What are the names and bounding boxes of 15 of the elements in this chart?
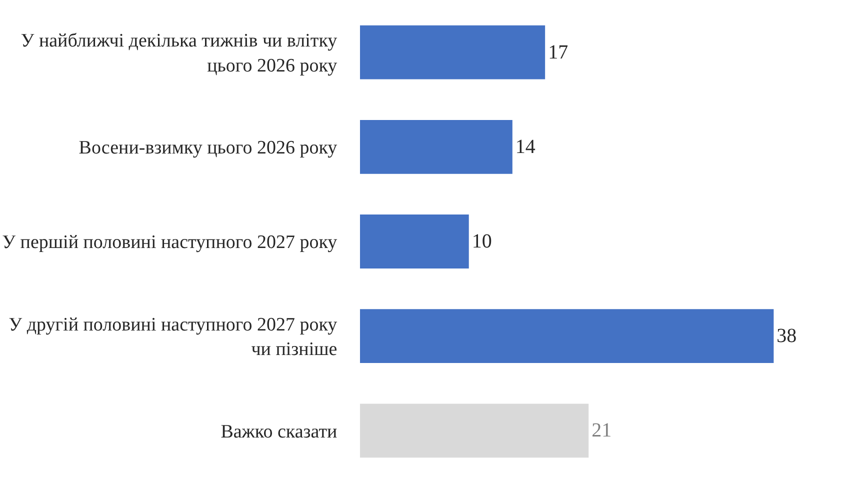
bar [360,214,469,268]
data-label: 14 [515,136,536,158]
data-label: 10 [472,230,492,252]
bar [360,120,512,174]
data-label: 21 [592,420,612,442]
bar [360,309,774,364]
bar [360,404,589,458]
data-label: 17 [548,41,568,64]
y-tick-label: Важко сказати [220,421,338,442]
y-tick-label: У першій половині наступного 2027 року [2,232,338,254]
data-label: 38 [776,325,797,348]
y-tick-label: У найближчі декілька тижнів чи влітку цього 2026 року [20,30,338,76]
y-tick-label: Восени-взимку цього 2026 року [78,138,338,159]
y-tick-label: У другій половині наступного 2027 року чи пізніше [8,314,338,360]
bar [360,25,546,80]
